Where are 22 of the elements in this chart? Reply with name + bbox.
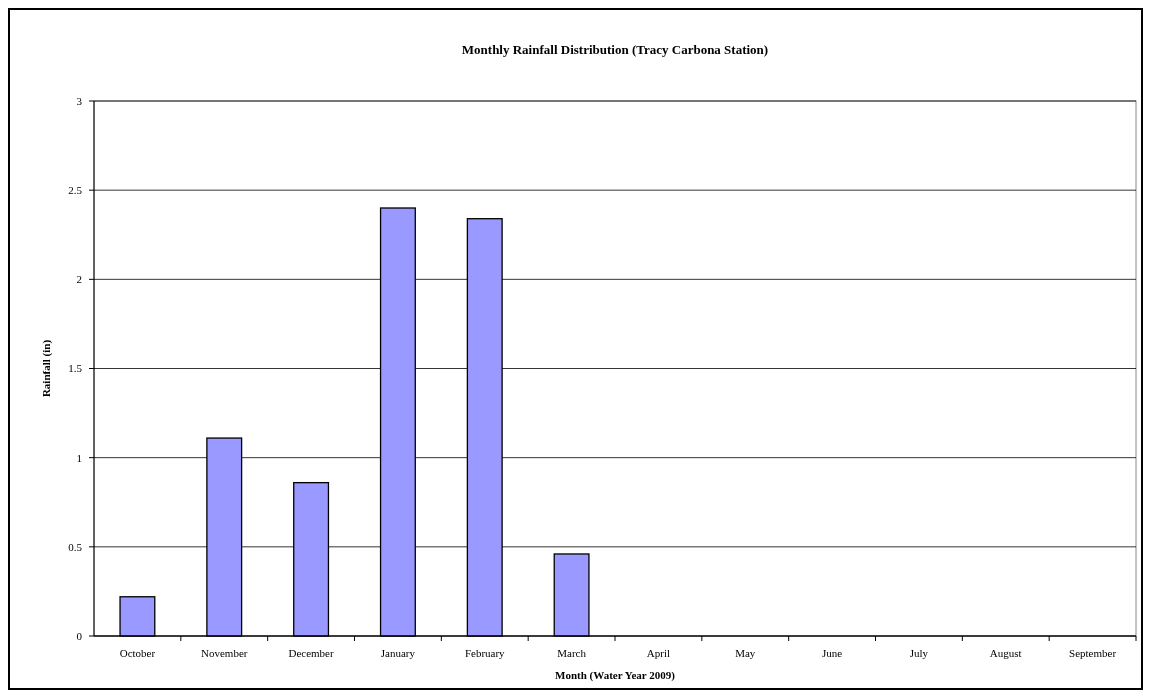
- y-axis-title: Rainfall (in): [40, 339, 53, 398]
- x-tick-label: January: [380, 647, 416, 659]
- x-tick-label: June: [822, 647, 843, 659]
- x-tick-label: July: [909, 647, 929, 659]
- x-tick-label: February: [464, 647, 506, 659]
- y-tick-label: 0: [76, 629, 83, 642]
- y-tick-label: 1: [76, 451, 82, 464]
- x-tick-label: April: [646, 647, 671, 659]
- y-tick-label: 1.5: [68, 362, 83, 375]
- y-tick-label: 3: [76, 94, 83, 107]
- x-tick-label: May: [735, 647, 756, 659]
- x-tick-label: August: [989, 647, 1022, 659]
- x-axis-title: Month (Water Year 2009): [555, 669, 676, 682]
- x-tick-label: December: [288, 647, 335, 659]
- x-tick-label: March: [557, 647, 587, 659]
- x-tick-label: November: [201, 647, 248, 659]
- x-tick-label: September: [1069, 647, 1117, 659]
- y-tick-label: 0.5: [68, 540, 83, 553]
- x-tick-label: October: [119, 647, 156, 659]
- y-tick-label: 2: [76, 273, 82, 286]
- y-tick-label: 2.5: [68, 184, 83, 197]
- chart-title: Monthly Rainfall Distribution (Tracy Carbona Station): [461, 42, 769, 57]
